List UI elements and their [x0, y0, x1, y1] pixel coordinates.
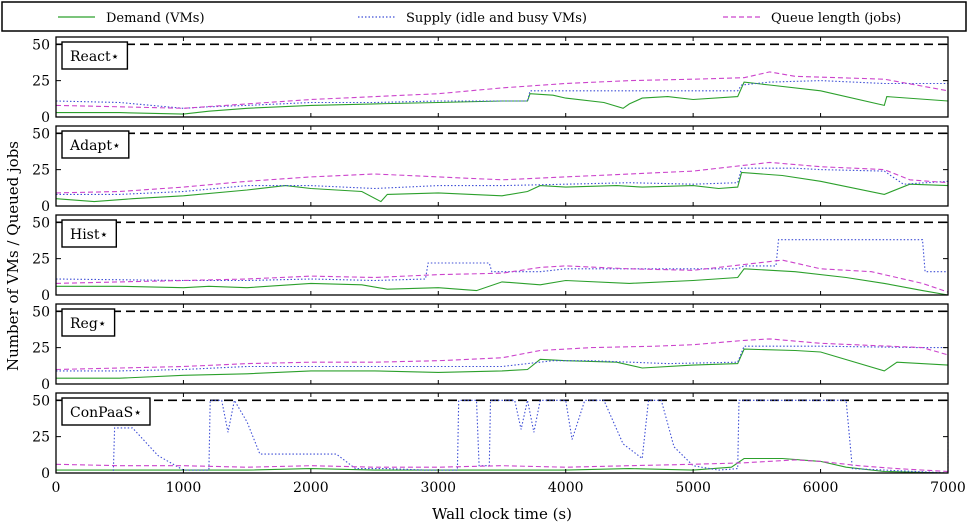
series-demand-line — [56, 173, 948, 202]
x-axis-label: Wall clock time (s) — [432, 505, 572, 523]
panel-2: 0 25 50 Hist⋆ — [32, 215, 948, 304]
x-tick-label: 1000 — [166, 480, 202, 496]
y-tick-label: 50 — [32, 304, 50, 320]
series-demand-line — [56, 459, 948, 474]
y-tick-label: 0 — [41, 199, 50, 215]
x-tick-label: 0 — [52, 480, 61, 496]
x-tick-label: 4000 — [548, 480, 584, 496]
panel-frame — [56, 304, 948, 384]
panel-label: Reg⋆ — [62, 309, 115, 336]
series-queue-line — [56, 162, 948, 193]
series-demand-line — [56, 269, 948, 295]
series-queue-line — [56, 339, 948, 370]
x-tick-label: 5000 — [675, 480, 711, 496]
y-axis-label: Number of VMs / Queued jobs — [4, 141, 22, 371]
y-tick-label: 50 — [32, 126, 50, 142]
panel-label: Hist⋆ — [62, 220, 116, 247]
y-tick-label: 0 — [41, 288, 50, 304]
series-demand-line — [56, 82, 948, 114]
panel-frame — [56, 126, 948, 206]
y-tick-label: 50 — [32, 215, 50, 231]
panel-label-text: Hist⋆ — [70, 227, 108, 243]
legend-label-demand: Demand (VMs) — [106, 11, 205, 26]
panel-label: React⋆ — [62, 42, 127, 69]
legend: Demand (VMs) Supply (idle and busy VMs) … — [2, 2, 966, 31]
panel-3: 0 25 50 Reg⋆ — [32, 304, 948, 393]
panel-0: 0 25 50 React⋆ — [32, 37, 948, 126]
y-tick-label: 25 — [32, 341, 50, 357]
series-supply-line — [56, 346, 948, 371]
panel-label: ConPaaS⋆ — [62, 398, 150, 425]
y-tick-label: 50 — [32, 37, 50, 53]
x-tick-label: 7000 — [930, 480, 966, 496]
y-tick-label: 25 — [32, 252, 50, 268]
series-demand-line — [56, 349, 948, 378]
y-tick-label: 0 — [41, 466, 50, 482]
series-supply-line — [56, 168, 948, 194]
x-tick-label: 2000 — [293, 480, 329, 496]
panel-1: 0 25 50 Adapt⋆ — [32, 126, 948, 215]
y-tick-label: 25 — [32, 74, 50, 90]
legend-label-supply: Supply (idle and busy VMs) — [406, 11, 587, 26]
panel-label-text: Reg⋆ — [70, 316, 107, 332]
y-tick-label: 0 — [41, 110, 50, 126]
y-tick-label: 25 — [32, 163, 50, 179]
series-supply-line — [56, 400, 948, 473]
panel-label-text: ConPaaS⋆ — [70, 405, 142, 421]
panel-4: 0 25 50 ConPaaS⋆ — [32, 393, 948, 482]
panel-label-text: Adapt⋆ — [69, 138, 121, 154]
panel-label: Adapt⋆ — [62, 131, 129, 158]
y-tick-label: 0 — [41, 377, 50, 393]
y-tick-label: 25 — [32, 430, 50, 446]
panels: 0 25 50 React⋆ 0 25 50 Adapt⋆ 0 25 50 Hist⋆ 0 25 50 Reg… — [32, 37, 966, 496]
y-tick-label: 50 — [32, 393, 50, 409]
panel-label-text: React⋆ — [70, 49, 119, 65]
legend-label-queue: Queue length (jobs) — [771, 11, 901, 26]
panel-frame — [56, 215, 948, 295]
series-supply-line — [56, 81, 948, 109]
x-tick-label: 3000 — [420, 480, 456, 496]
x-tick-label: 6000 — [803, 480, 839, 496]
